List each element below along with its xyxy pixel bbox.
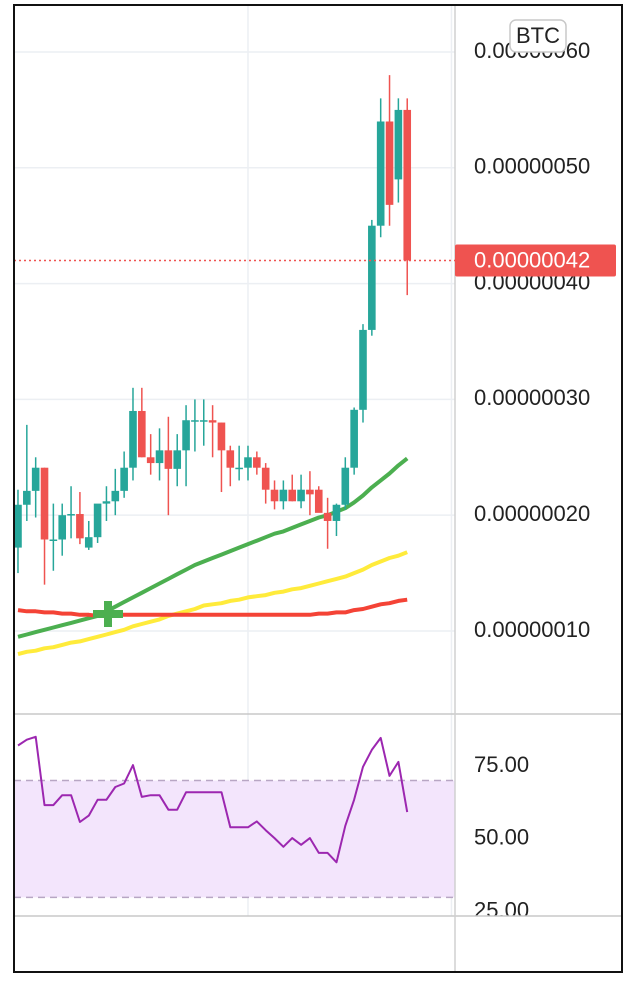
y-tick-label: 50.00 xyxy=(474,825,529,850)
moving-average-line xyxy=(17,550,408,657)
candle-body xyxy=(111,490,120,502)
candle-body xyxy=(146,457,155,464)
currency-badge xyxy=(509,19,567,53)
candle-body xyxy=(359,329,367,410)
candle-body xyxy=(323,512,332,521)
candle-body xyxy=(385,121,394,205)
candle-body xyxy=(270,489,279,502)
candle-body xyxy=(102,501,111,504)
moving-average-line xyxy=(17,456,409,639)
candle-body xyxy=(279,489,288,502)
price-pane xyxy=(14,75,412,657)
candle-body xyxy=(173,450,182,469)
candle-body xyxy=(235,467,243,470)
candle-body xyxy=(14,504,22,548)
candle-body xyxy=(208,420,217,423)
candle-body xyxy=(164,450,173,469)
candle-body xyxy=(332,504,341,521)
candle-body xyxy=(67,514,75,516)
last-price-tag xyxy=(455,244,616,277)
candle-body xyxy=(40,467,49,540)
rsi-band xyxy=(14,780,455,898)
candle-body xyxy=(403,109,412,261)
candle-body xyxy=(182,420,190,451)
candle-body xyxy=(226,450,235,468)
currency-label: BTC xyxy=(516,23,560,48)
candle-body xyxy=(199,420,208,422)
candle-body xyxy=(76,514,84,539)
y-tick-label: 0.00000010 xyxy=(474,617,590,642)
candle-body xyxy=(129,410,137,468)
candle-body xyxy=(84,537,93,548)
candle-body xyxy=(49,539,58,542)
y-tick-label: 0.00000030 xyxy=(474,385,590,410)
y-tick-label: 0.00000020 xyxy=(474,501,590,526)
frame xyxy=(13,4,623,973)
candle-body xyxy=(394,109,403,180)
grid xyxy=(14,5,455,916)
rsi-axis: 25.00 50.00 75.00 xyxy=(474,752,529,923)
candle-body xyxy=(244,457,252,468)
candle-body xyxy=(288,489,297,502)
last-price: 0.00000042 xyxy=(14,244,616,277)
candle-body xyxy=(341,467,350,505)
candle-body xyxy=(350,409,358,468)
candle-body xyxy=(253,457,261,468)
candle-body xyxy=(368,225,376,330)
candle-body xyxy=(120,467,128,491)
candle-body xyxy=(138,410,146,458)
candle-body xyxy=(306,489,314,495)
candle-body xyxy=(31,467,40,491)
cross-signal xyxy=(93,601,123,627)
last-price-label: 0.00000042 xyxy=(474,247,590,272)
candle-body xyxy=(155,450,164,464)
candle-body xyxy=(217,422,226,451)
moving-average-line xyxy=(17,597,408,618)
y-tick-label: 0.00000050 xyxy=(474,154,590,179)
rsi-line xyxy=(17,735,409,864)
candle-body xyxy=(93,503,102,538)
rsi-pane xyxy=(14,735,455,899)
y-tick-label: 75.00 xyxy=(474,752,529,777)
candle-body xyxy=(58,515,67,540)
y-tick-label: 25.00 xyxy=(474,898,529,923)
candle-body xyxy=(376,121,385,226)
candle-body xyxy=(297,489,305,502)
candle-body xyxy=(261,467,270,490)
candle-body xyxy=(191,420,199,422)
candle-body xyxy=(314,489,323,513)
candle-body xyxy=(23,490,31,505)
